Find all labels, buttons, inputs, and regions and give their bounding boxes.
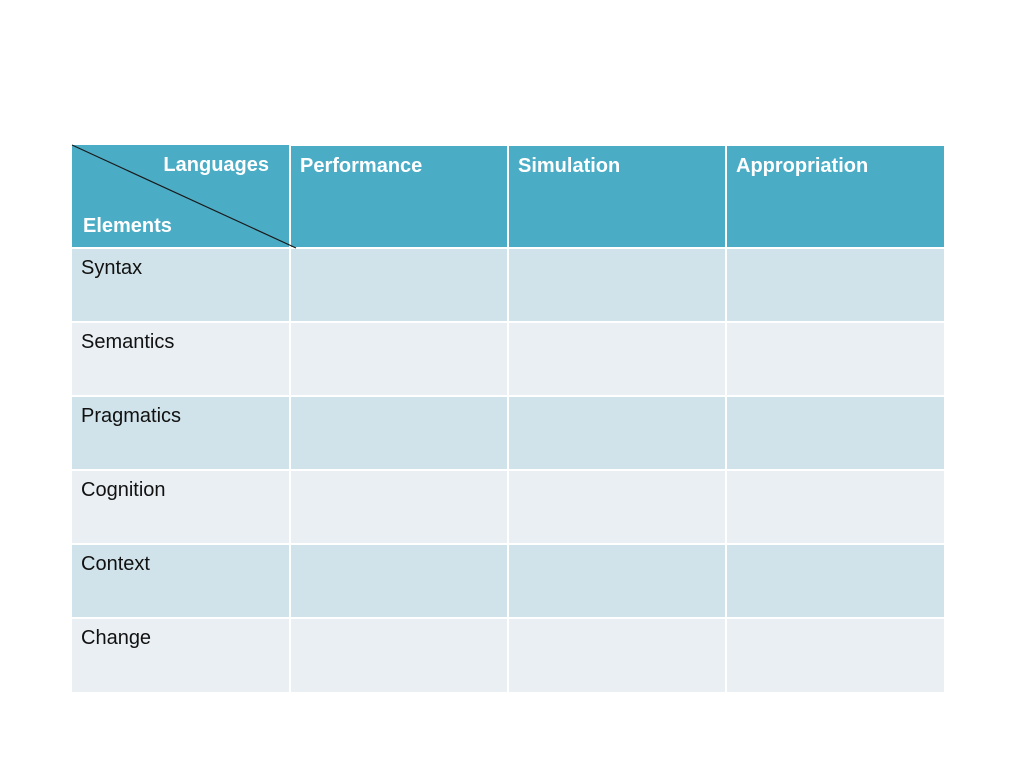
table-cell	[507, 543, 727, 619]
column-header-simulation: Simulation	[507, 144, 727, 249]
table-cell	[507, 395, 727, 471]
table-cell	[289, 469, 509, 545]
table-row: Change	[72, 617, 944, 692]
table-cell	[725, 469, 944, 545]
table-row: Context	[72, 543, 944, 619]
table-cell	[289, 543, 509, 619]
corner-languages-label: Languages	[163, 154, 269, 176]
table-cell	[507, 247, 727, 323]
table-cell	[289, 321, 509, 397]
corner-elements-label: Elements	[83, 215, 172, 237]
table-cell	[725, 395, 944, 471]
row-label-syntax: Syntax	[72, 247, 291, 323]
table-cell	[507, 617, 727, 692]
table-row: Semantics	[72, 321, 944, 397]
row-label-pragmatics: Pragmatics	[72, 395, 291, 471]
table-cell	[289, 617, 509, 692]
row-label-context: Context	[72, 543, 291, 619]
table-cell	[289, 247, 509, 323]
elements-languages-table: Languages Elements Performance Simulatio…	[71, 144, 944, 692]
row-label-cognition: Cognition	[72, 469, 291, 545]
table-cell	[725, 247, 944, 323]
column-header-performance: Performance	[289, 144, 509, 249]
row-label-semantics: Semantics	[72, 321, 291, 397]
table-cell	[725, 617, 944, 692]
table-cell	[507, 469, 727, 545]
row-label-change: Change	[72, 617, 291, 692]
table-row: Cognition	[72, 469, 944, 545]
table-cell	[725, 543, 944, 619]
header-row: Languages Elements Performance Simulatio…	[71, 144, 944, 249]
column-header-appropriation: Appropriation	[725, 144, 944, 249]
corner-header-cell: Languages Elements	[71, 144, 297, 249]
table-row: Syntax	[72, 247, 944, 323]
table-cell	[507, 321, 727, 397]
table-row: Pragmatics	[72, 395, 944, 471]
table-cell	[725, 321, 944, 397]
table-cell	[289, 395, 509, 471]
